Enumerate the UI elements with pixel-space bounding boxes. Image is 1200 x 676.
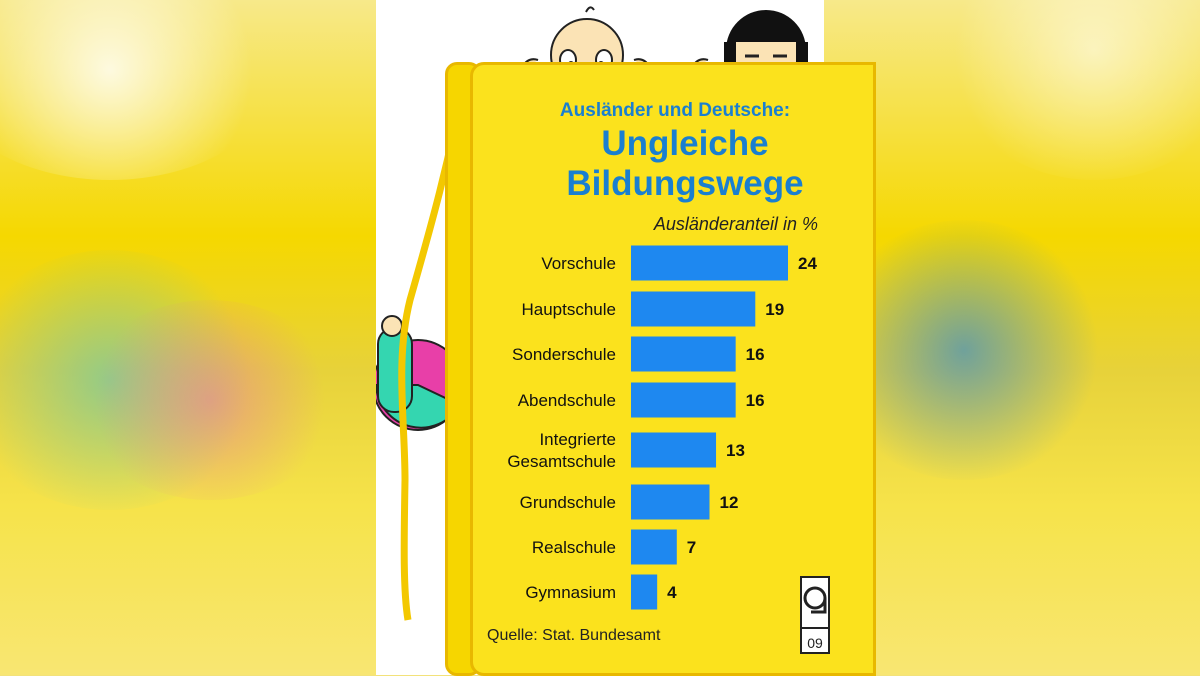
value-label-3: 16	[746, 391, 765, 410]
chart-title: Ungleiche Bildungswege	[540, 124, 830, 204]
rope-icon	[398, 69, 470, 621]
bar-0	[631, 245, 788, 281]
category-label-5: Grundschule	[520, 493, 616, 512]
value-label-6: 7	[687, 538, 696, 557]
category-label-4: Integrierte Gesamtschule	[507, 430, 616, 471]
blurred-background-left	[0, 0, 376, 675]
category-label-2: Sonderschule	[512, 345, 616, 364]
category-label-0: Vorschule	[541, 254, 616, 273]
bar-1	[631, 291, 756, 327]
bar-7	[631, 574, 658, 610]
blurred-background-right	[824, 0, 1200, 675]
chart-subtitle: Ausländer und Deutsche:	[559, 100, 791, 121]
value-label-7: 4	[667, 583, 677, 602]
category-label-3: Abendschule	[518, 391, 616, 410]
category-label-1: Hauptschule	[521, 300, 616, 319]
publisher-logo-icon: 09	[800, 576, 830, 654]
unit-label: Ausländeranteil in %	[653, 214, 818, 234]
value-label-5: 12	[720, 493, 739, 512]
bar-6	[631, 529, 677, 565]
logo-text: 09	[807, 635, 823, 651]
bar-5	[631, 484, 710, 520]
category-label-6: Realschule	[532, 538, 616, 557]
category-label-7: Gymnasium	[525, 583, 616, 602]
value-label-1: 19	[765, 300, 784, 319]
bar-2	[631, 336, 736, 372]
value-label-4: 13	[726, 441, 745, 460]
bar-4	[631, 432, 717, 468]
value-label-0: 24	[798, 254, 817, 273]
title-line-2: Bildungswege	[566, 164, 804, 203]
value-label-2: 16	[746, 345, 765, 364]
title-line-1: Ungleiche	[601, 124, 769, 163]
bar-3	[631, 382, 736, 418]
source-note: Quelle: Stat. Bundesamt	[487, 627, 661, 644]
